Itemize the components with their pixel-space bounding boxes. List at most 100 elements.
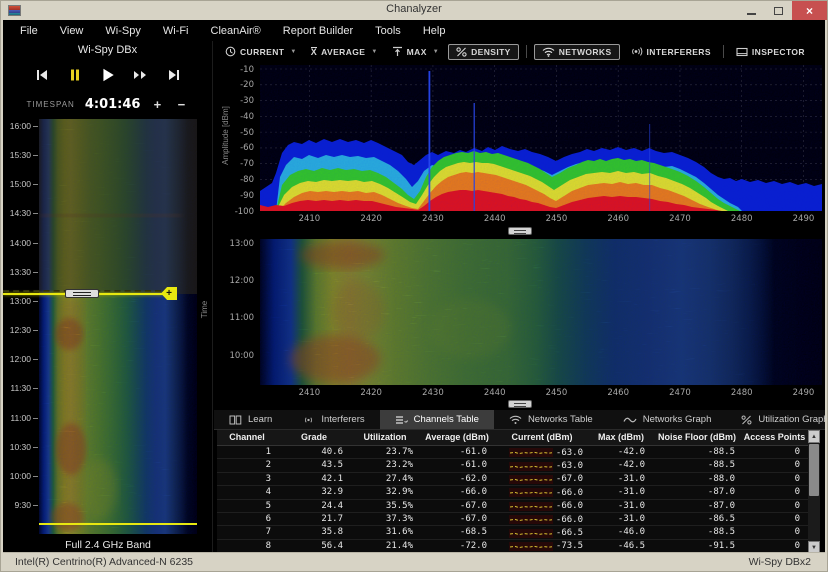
selection-add-handle[interactable]: + bbox=[161, 287, 177, 300]
current-button[interactable]: CURRENT ▼ bbox=[220, 44, 302, 59]
frequency-tick: 2410 bbox=[298, 388, 321, 398]
max-dropdown[interactable]: ▼ bbox=[432, 48, 440, 55]
tab-networks-table[interactable]: Networks Table bbox=[494, 410, 608, 429]
time-label: 10:30 bbox=[9, 441, 31, 452]
max-button[interactable]: MAX ▼ bbox=[387, 44, 444, 59]
pause-button[interactable] bbox=[65, 65, 85, 85]
list-icon bbox=[395, 415, 408, 425]
table-row[interactable]: 1 40.6 23.7% -61.0 -63.0 -42.0 -88.5 0 bbox=[217, 446, 808, 460]
density-toggle[interactable]: DENSITY bbox=[448, 43, 519, 60]
frequency-tick: 2480 bbox=[730, 388, 753, 398]
maximize-button[interactable] bbox=[765, 1, 792, 20]
time-tick bbox=[33, 417, 38, 419]
time-label: 14:30 bbox=[9, 208, 31, 219]
interferers-button[interactable]: INTERFERERS bbox=[624, 44, 716, 59]
tab-channels-table[interactable]: Channels Table bbox=[379, 410, 494, 429]
cell-access-points: 0 bbox=[794, 513, 800, 524]
column-header-access-points[interactable]: Access Points bbox=[743, 432, 806, 442]
amplitude-tick: -60 bbox=[240, 143, 254, 154]
menu-item-wi-fi[interactable]: Wi-Fi bbox=[162, 24, 189, 37]
column-header-noise-floor-dbm[interactable]: Noise Floor (dBm) bbox=[658, 432, 736, 442]
status-bar: Intel(R) Centrino(R) Advanced-N 6235 Wi-… bbox=[3, 552, 825, 571]
cell-max: -31.0 bbox=[617, 487, 645, 498]
scrollbar-thumb[interactable] bbox=[809, 444, 819, 496]
close-button[interactable]: × bbox=[792, 1, 827, 20]
table-row[interactable]: 2 43.5 23.2% -61.0 -63.0 -42.0 -88.5 0 bbox=[217, 459, 808, 473]
cell-grade: 35.8 bbox=[321, 527, 343, 538]
time-label: 10:00 bbox=[9, 470, 31, 481]
time-selection-line[interactable]: + bbox=[3, 287, 177, 300]
current-sparkline bbox=[508, 528, 553, 538]
menu-item-wi-spy[interactable]: Wi-Spy bbox=[105, 24, 141, 37]
table-row[interactable]: 3 42.1 27.4% -62.0 -67.0 -31.0 -88.0 0 bbox=[217, 472, 808, 487]
time-tick bbox=[33, 446, 38, 448]
menu-item-view[interactable]: View bbox=[59, 24, 84, 37]
networks-toggle[interactable]: NETWORKS bbox=[533, 43, 620, 60]
menu-item-tools[interactable]: Tools bbox=[375, 24, 401, 37]
timespan-decrease-button[interactable]: − bbox=[177, 96, 186, 112]
tab-networks-graph[interactable]: Networks Graph bbox=[608, 410, 727, 429]
column-header-channel[interactable]: Channel bbox=[229, 432, 265, 442]
device-status: Wi-Spy DBx2 bbox=[748, 556, 811, 568]
cell-channel: 7 bbox=[265, 527, 271, 538]
tab-learn[interactable]: Learn bbox=[214, 410, 287, 429]
wifi-icon bbox=[509, 415, 522, 425]
scroll-up-button[interactable]: ▲ bbox=[808, 430, 820, 443]
cell-channel: 4 bbox=[265, 487, 271, 498]
column-header-current-dbm[interactable]: Current (dBm) bbox=[511, 432, 573, 442]
minimize-button[interactable] bbox=[738, 1, 765, 20]
time-label: 14:00 bbox=[9, 237, 31, 248]
fast-forward-button[interactable] bbox=[131, 65, 151, 85]
timespan-row: TIMESPAN 4:01:46 + − bbox=[3, 97, 212, 112]
menu-item-report-builder[interactable]: Report Builder bbox=[282, 24, 354, 37]
cell-max: -46.5 bbox=[617, 540, 645, 551]
menu-item-file[interactable]: File bbox=[20, 24, 38, 37]
amplitude-tick: -10 bbox=[240, 64, 254, 75]
frequency-tick: 2460 bbox=[607, 388, 630, 398]
column-header-average-dbm[interactable]: Average (dBm) bbox=[425, 432, 489, 442]
table-row[interactable]: 7 35.8 31.6% -68.5 -66.5 -46.0 -88.5 0 bbox=[217, 526, 808, 540]
density-frequency-axis: 2410 2420 2430 2440 2450 2460 2470 2480 2490 bbox=[260, 213, 822, 225]
average-dropdown[interactable]: ▼ bbox=[371, 48, 378, 55]
time-tick bbox=[33, 155, 38, 157]
app-icon bbox=[8, 5, 21, 16]
skip-to-end-button[interactable] bbox=[164, 65, 184, 85]
time-tick bbox=[33, 184, 38, 186]
waterfall-plot[interactable] bbox=[260, 239, 822, 385]
main-area: CURRENT ▼ X AVERAGE ▼ MAX ▼ DENSITY NET bbox=[200, 41, 827, 554]
splitter-handle[interactable] bbox=[507, 400, 532, 408]
cell-noise-floor: -88.0 bbox=[707, 473, 735, 484]
skip-to-start-button[interactable] bbox=[32, 65, 52, 85]
table-row[interactable]: 6 21.7 37.3% -67.0 -66.0 -31.0 -86.5 0 bbox=[217, 512, 808, 527]
cell-utilization: 37.3% bbox=[385, 513, 413, 524]
cell-channel: 6 bbox=[265, 513, 271, 524]
inspector-button[interactable]: INSPECTOR bbox=[731, 45, 810, 59]
menu-item-cleanair[interactable]: CleanAir® bbox=[210, 24, 261, 37]
time-label: 13:30 bbox=[9, 266, 31, 277]
bottom-tab-bar: Learn Interferers Channels Table Networks T… bbox=[214, 410, 827, 430]
menu-item-help[interactable]: Help bbox=[422, 24, 446, 37]
column-header-max-dbm[interactable]: Max (dBm) bbox=[597, 432, 644, 442]
average-button[interactable]: X AVERAGE ▼ bbox=[310, 46, 378, 57]
cell-max: -31.0 bbox=[617, 500, 645, 511]
selection-bottom-line[interactable] bbox=[39, 523, 197, 525]
timespan-increase-button[interactable]: + bbox=[153, 96, 162, 112]
splitter-handle[interactable] bbox=[507, 227, 532, 235]
waterfall-unselected-overlay bbox=[39, 119, 197, 294]
cell-noise-floor: -87.0 bbox=[707, 487, 735, 498]
tab-utilization-graph[interactable]: Utilization Graph bbox=[726, 410, 827, 429]
cell-grade: 43.5 bbox=[321, 460, 343, 471]
play-button[interactable] bbox=[98, 65, 118, 85]
tab-interferers[interactable]: Interferers bbox=[287, 410, 379, 429]
frequency-tick: 2430 bbox=[422, 388, 444, 398]
column-header-grade[interactable]: Grade bbox=[300, 432, 327, 442]
selection-grip-handle[interactable] bbox=[65, 289, 99, 298]
table-scrollbar[interactable]: ▲ ▼ bbox=[808, 430, 820, 554]
table-row[interactable]: 4 32.9 32.9% -66.0 -66.0 -31.0 -87.0 0 bbox=[217, 486, 808, 500]
device-label: Wi-Spy DBx bbox=[77, 44, 138, 56]
overview-waterfall[interactable] bbox=[39, 119, 197, 534]
density-plot[interactable] bbox=[260, 65, 822, 211]
column-header-utilization[interactable]: Utilization bbox=[363, 432, 407, 442]
table-row[interactable]: 5 24.4 35.5% -67.0 -66.0 -31.0 -87.0 0 bbox=[217, 499, 808, 513]
current-dropdown[interactable]: ▼ bbox=[290, 48, 297, 55]
